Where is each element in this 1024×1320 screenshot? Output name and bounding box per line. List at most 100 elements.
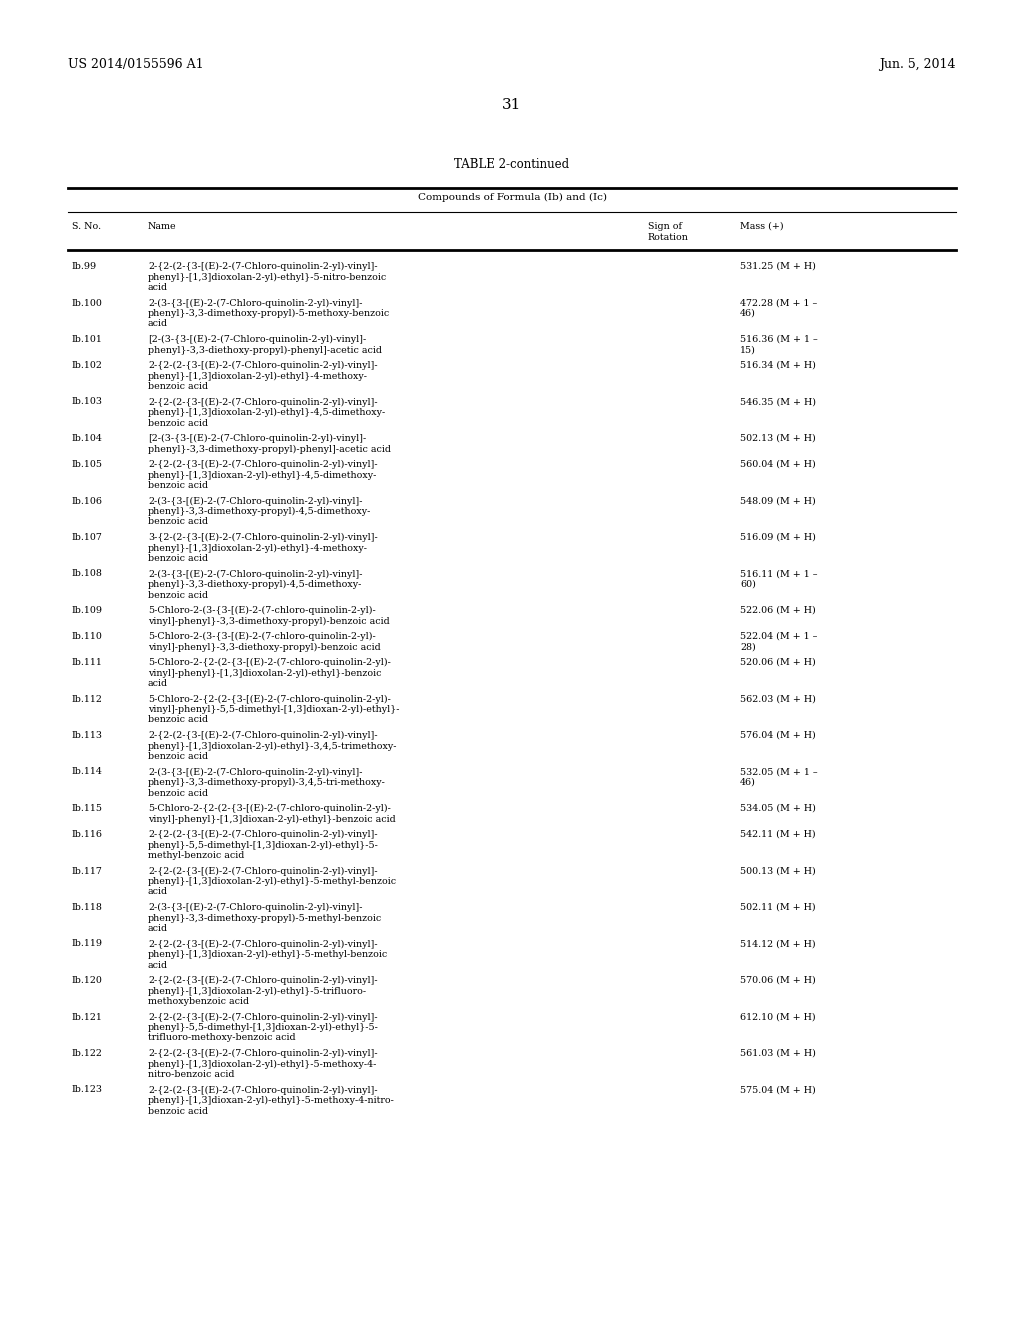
Text: Ib.112: Ib.112 xyxy=(72,694,102,704)
Text: 28): 28) xyxy=(740,643,756,652)
Text: Ib.108: Ib.108 xyxy=(72,569,102,578)
Text: 5-Chloro-2-(3-{3-[(E)-2-(7-chloro-quinolin-2-yl)-: 5-Chloro-2-(3-{3-[(E)-2-(7-chloro-quinol… xyxy=(148,632,376,642)
Text: vinyl]-phenyl}-[1,3]dioxan-2-yl)-ethyl}-benzoic acid: vinyl]-phenyl}-[1,3]dioxan-2-yl)-ethyl}-… xyxy=(148,814,395,824)
Text: phenyl}-[1,3]dioxolan-2-yl)-ethyl}-5-methoxy-4-: phenyl}-[1,3]dioxolan-2-yl)-ethyl}-5-met… xyxy=(148,1060,378,1069)
Text: 2-(3-{3-[(E)-2-(7-Chloro-quinolin-2-yl)-vinyl]-: 2-(3-{3-[(E)-2-(7-Chloro-quinolin-2-yl)-… xyxy=(148,767,362,776)
Text: vinyl]-phenyl}-3,3-dimethoxy-propyl)-benzoic acid: vinyl]-phenyl}-3,3-dimethoxy-propyl)-ben… xyxy=(148,616,390,626)
Text: phenyl}-[1,3]dioxolan-2-yl)-ethyl}-5-methyl-benzoic: phenyl}-[1,3]dioxolan-2-yl)-ethyl}-5-met… xyxy=(148,876,397,886)
Text: phenyl}-3,3-diethoxy-propyl)-4,5-dimethoxy-: phenyl}-3,3-diethoxy-propyl)-4,5-dimetho… xyxy=(148,579,362,589)
Text: 532.05 (M + 1 –: 532.05 (M + 1 – xyxy=(740,767,817,776)
Text: benzoic acid: benzoic acid xyxy=(148,788,208,797)
Text: 522.06 (M + H): 522.06 (M + H) xyxy=(740,606,816,615)
Text: 612.10 (M + H): 612.10 (M + H) xyxy=(740,1012,816,1022)
Text: 2-(3-{3-[(E)-2-(7-Chloro-quinolin-2-yl)-vinyl]-: 2-(3-{3-[(E)-2-(7-Chloro-quinolin-2-yl)-… xyxy=(148,298,362,308)
Text: 516.11 (M + 1 –: 516.11 (M + 1 – xyxy=(740,569,817,578)
Text: Ib.99: Ib.99 xyxy=(72,261,97,271)
Text: Ib.110: Ib.110 xyxy=(72,632,102,642)
Text: vinyl]-phenyl}-5,5-dimethyl-[1,3]dioxan-2-yl)-ethyl}-: vinyl]-phenyl}-5,5-dimethyl-[1,3]dioxan-… xyxy=(148,705,399,714)
Text: 15): 15) xyxy=(740,346,756,355)
Text: acid: acid xyxy=(148,319,168,329)
Text: Compounds of Formula (Ib) and (Ic): Compounds of Formula (Ib) and (Ic) xyxy=(418,193,606,202)
Text: 2-{2-(2-{3-[(E)-2-(7-Chloro-quinolin-2-yl)-vinyl]-: 2-{2-(2-{3-[(E)-2-(7-Chloro-quinolin-2-y… xyxy=(148,1085,378,1094)
Text: phenyl}-[1,3]dioxolan-2-yl)-ethyl}-4-methoxy-: phenyl}-[1,3]dioxolan-2-yl)-ethyl}-4-met… xyxy=(148,544,368,553)
Text: 2-(3-{3-[(E)-2-(7-Chloro-quinolin-2-yl)-vinyl]-: 2-(3-{3-[(E)-2-(7-Chloro-quinolin-2-yl)-… xyxy=(148,569,362,578)
Text: 2-(3-{3-[(E)-2-(7-Chloro-quinolin-2-yl)-vinyl]-: 2-(3-{3-[(E)-2-(7-Chloro-quinolin-2-yl)-… xyxy=(148,496,362,506)
Text: 2-(3-{3-[(E)-2-(7-Chloro-quinolin-2-yl)-vinyl]-: 2-(3-{3-[(E)-2-(7-Chloro-quinolin-2-yl)-… xyxy=(148,903,362,912)
Text: 2-{2-(2-{3-[(E)-2-(7-Chloro-quinolin-2-yl)-vinyl]-: 2-{2-(2-{3-[(E)-2-(7-Chloro-quinolin-2-y… xyxy=(148,975,378,985)
Text: 2-{2-(2-{3-[(E)-2-(7-Chloro-quinolin-2-yl)-vinyl]-: 2-{2-(2-{3-[(E)-2-(7-Chloro-quinolin-2-y… xyxy=(148,360,378,370)
Text: benzoic acid: benzoic acid xyxy=(148,715,208,725)
Text: 2-{2-(2-{3-[(E)-2-(7-Chloro-quinolin-2-yl)-vinyl]-: 2-{2-(2-{3-[(E)-2-(7-Chloro-quinolin-2-y… xyxy=(148,940,378,949)
Text: 576.04 (M + H): 576.04 (M + H) xyxy=(740,731,816,741)
Text: 2-{2-(2-{3-[(E)-2-(7-Chloro-quinolin-2-yl)-vinyl]-: 2-{2-(2-{3-[(E)-2-(7-Chloro-quinolin-2-y… xyxy=(148,866,378,875)
Text: Ib.116: Ib.116 xyxy=(72,830,103,840)
Text: vinyl]-phenyl}-[1,3]dioxolan-2-yl)-ethyl}-benzoic: vinyl]-phenyl}-[1,3]dioxolan-2-yl)-ethyl… xyxy=(148,668,382,677)
Text: 5-Chloro-2-(3-{3-[(E)-2-(7-chloro-quinolin-2-yl)-: 5-Chloro-2-(3-{3-[(E)-2-(7-chloro-quinol… xyxy=(148,606,376,615)
Text: 516.09 (M + H): 516.09 (M + H) xyxy=(740,533,816,543)
Text: nitro-benzoic acid: nitro-benzoic acid xyxy=(148,1071,234,1078)
Text: phenyl}-3,3-dimethoxy-propyl)-5-methoxy-benzoic: phenyl}-3,3-dimethoxy-propyl)-5-methoxy-… xyxy=(148,309,390,318)
Text: acid: acid xyxy=(148,282,168,292)
Text: benzoic acid: benzoic acid xyxy=(148,752,208,762)
Text: [2-(3-{3-[(E)-2-(7-Chloro-quinolin-2-yl)-vinyl]-: [2-(3-{3-[(E)-2-(7-Chloro-quinolin-2-yl)… xyxy=(148,335,367,345)
Text: 2-{2-(2-{3-[(E)-2-(7-Chloro-quinolin-2-yl)-vinyl]-: 2-{2-(2-{3-[(E)-2-(7-Chloro-quinolin-2-y… xyxy=(148,1012,378,1022)
Text: 46): 46) xyxy=(740,309,756,318)
Text: Ib.117: Ib.117 xyxy=(72,866,102,875)
Text: 542.11 (M + H): 542.11 (M + H) xyxy=(740,830,816,840)
Text: acid: acid xyxy=(148,887,168,896)
Text: 2-{2-(2-{3-[(E)-2-(7-Chloro-quinolin-2-yl)-vinyl]-: 2-{2-(2-{3-[(E)-2-(7-Chloro-quinolin-2-y… xyxy=(148,731,378,741)
Text: 520.06 (M + H): 520.06 (M + H) xyxy=(740,657,816,667)
Text: phenyl}-[1,3]dioxan-2-yl)-ethyl}-4,5-dimethoxy-: phenyl}-[1,3]dioxan-2-yl)-ethyl}-4,5-dim… xyxy=(148,470,378,479)
Text: phenyl}-3,3-dimethoxy-propyl)-5-methyl-benzoic: phenyl}-3,3-dimethoxy-propyl)-5-methyl-b… xyxy=(148,913,382,923)
Text: 60): 60) xyxy=(740,579,756,589)
Text: acid: acid xyxy=(148,678,168,688)
Text: 516.36 (M + 1 –: 516.36 (M + 1 – xyxy=(740,335,818,345)
Text: 31: 31 xyxy=(503,98,521,112)
Text: 502.11 (M + H): 502.11 (M + H) xyxy=(740,903,816,912)
Text: 2-{2-(2-{3-[(E)-2-(7-Chloro-quinolin-2-yl)-vinyl]-: 2-{2-(2-{3-[(E)-2-(7-Chloro-quinolin-2-y… xyxy=(148,459,378,469)
Text: phenyl}-3,3-diethoxy-propyl)-phenyl]-acetic acid: phenyl}-3,3-diethoxy-propyl)-phenyl]-ace… xyxy=(148,346,382,355)
Text: benzoic acid: benzoic acid xyxy=(148,480,208,490)
Text: Ib.107: Ib.107 xyxy=(72,533,102,543)
Text: 570.06 (M + H): 570.06 (M + H) xyxy=(740,975,816,985)
Text: benzoic acid: benzoic acid xyxy=(148,517,208,527)
Text: phenyl}-[1,3]dioxolan-2-yl)-ethyl}-5-nitro-benzoic: phenyl}-[1,3]dioxolan-2-yl)-ethyl}-5-nit… xyxy=(148,272,387,281)
Text: benzoic acid: benzoic acid xyxy=(148,1106,208,1115)
Text: vinyl]-phenyl}-3,3-diethoxy-propyl)-benzoic acid: vinyl]-phenyl}-3,3-diethoxy-propyl)-benz… xyxy=(148,643,381,652)
Text: Name: Name xyxy=(148,222,176,231)
Text: 5-Chloro-2-{2-(2-{3-[(E)-2-(7-chloro-quinolin-2-yl)-: 5-Chloro-2-{2-(2-{3-[(E)-2-(7-chloro-qui… xyxy=(148,657,391,667)
Text: [2-(3-{3-[(E)-2-(7-Chloro-quinolin-2-yl)-vinyl]-: [2-(3-{3-[(E)-2-(7-Chloro-quinolin-2-yl)… xyxy=(148,434,367,444)
Text: phenyl}-[1,3]dioxolan-2-yl)-ethyl}-4-methoxy-: phenyl}-[1,3]dioxolan-2-yl)-ethyl}-4-met… xyxy=(148,371,368,380)
Text: Ib.120: Ib.120 xyxy=(72,975,102,985)
Text: Rotation: Rotation xyxy=(648,234,689,242)
Text: 514.12 (M + H): 514.12 (M + H) xyxy=(740,940,816,949)
Text: Ib.114: Ib.114 xyxy=(72,767,102,776)
Text: 561.03 (M + H): 561.03 (M + H) xyxy=(740,1049,816,1059)
Text: Ib.111: Ib.111 xyxy=(72,657,102,667)
Text: benzoic acid: benzoic acid xyxy=(148,554,208,564)
Text: benzoic acid: benzoic acid xyxy=(148,381,208,391)
Text: acid: acid xyxy=(148,961,168,969)
Text: Ib.103: Ib.103 xyxy=(72,397,103,407)
Text: 516.34 (M + H): 516.34 (M + H) xyxy=(740,360,816,370)
Text: Sign of: Sign of xyxy=(648,222,682,231)
Text: 46): 46) xyxy=(740,777,756,787)
Text: phenyl}-[1,3]dioxan-2-yl)-ethyl}-5-methoxy-4-nitro-: phenyl}-[1,3]dioxan-2-yl)-ethyl}-5-metho… xyxy=(148,1096,395,1105)
Text: Ib.115: Ib.115 xyxy=(72,804,103,813)
Text: 546.35 (M + H): 546.35 (M + H) xyxy=(740,397,816,407)
Text: Ib.106: Ib.106 xyxy=(72,496,103,506)
Text: phenyl}-[1,3]dioxolan-2-yl)-ethyl}-3,4,5-trimethoxy-: phenyl}-[1,3]dioxolan-2-yl)-ethyl}-3,4,5… xyxy=(148,742,397,751)
Text: Ib.121: Ib.121 xyxy=(72,1012,102,1022)
Text: 5-Chloro-2-{2-(2-{3-[(E)-2-(7-chloro-quinolin-2-yl)-: 5-Chloro-2-{2-(2-{3-[(E)-2-(7-chloro-qui… xyxy=(148,694,391,704)
Text: benzoic acid: benzoic acid xyxy=(148,418,208,428)
Text: 2-{2-(2-{3-[(E)-2-(7-Chloro-quinolin-2-yl)-vinyl]-: 2-{2-(2-{3-[(E)-2-(7-Chloro-quinolin-2-y… xyxy=(148,830,378,840)
Text: Ib.101: Ib.101 xyxy=(72,335,102,345)
Text: phenyl}-3,3-dimethoxy-propyl)-4,5-dimethoxy-: phenyl}-3,3-dimethoxy-propyl)-4,5-dimeth… xyxy=(148,507,372,516)
Text: Ib.102: Ib.102 xyxy=(72,360,102,370)
Text: trifluoro-methoxy-benzoic acid: trifluoro-methoxy-benzoic acid xyxy=(148,1034,296,1043)
Text: Ib.122: Ib.122 xyxy=(72,1049,102,1059)
Text: 5-Chloro-2-{2-(2-{3-[(E)-2-(7-chloro-quinolin-2-yl)-: 5-Chloro-2-{2-(2-{3-[(E)-2-(7-chloro-qui… xyxy=(148,804,391,813)
Text: Ib.118: Ib.118 xyxy=(72,903,102,912)
Text: TABLE 2-continued: TABLE 2-continued xyxy=(455,158,569,172)
Text: 560.04 (M + H): 560.04 (M + H) xyxy=(740,459,816,469)
